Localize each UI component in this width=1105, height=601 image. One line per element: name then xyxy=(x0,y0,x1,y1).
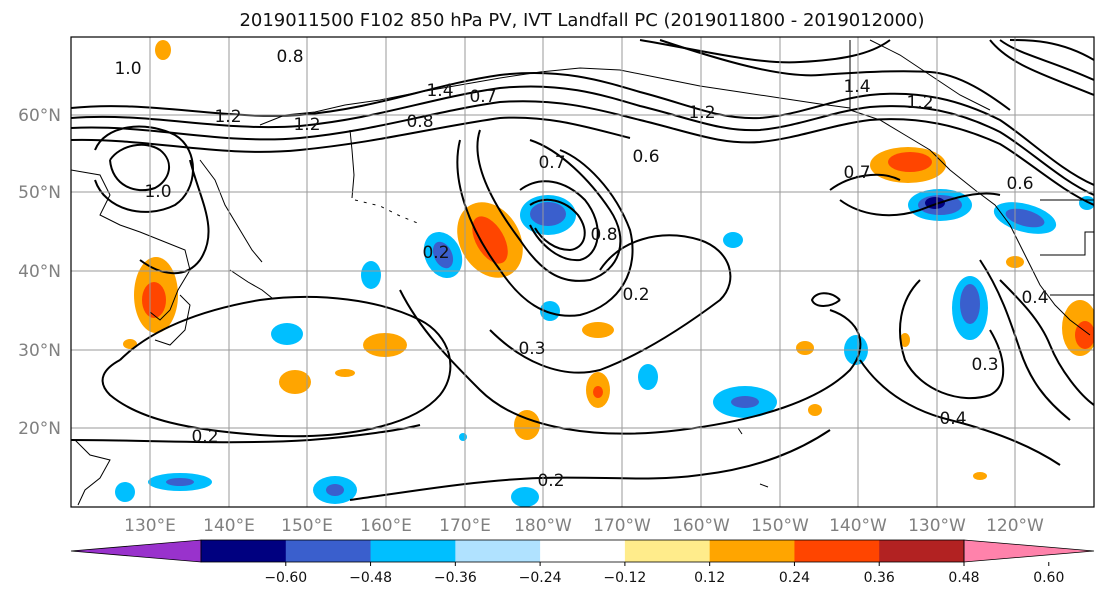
contour-label: 1.2 xyxy=(214,107,241,127)
lon-label: 130°W xyxy=(908,516,966,536)
figure-title: 2019011500 F102 850 hPa PV, IVT Landfall… xyxy=(239,10,924,31)
contour-label: 0.3 xyxy=(518,339,545,359)
lon-label: 170°W xyxy=(593,516,651,536)
lon-label: 170°E xyxy=(439,516,491,536)
colorbar-tick-label: −0.12 xyxy=(603,570,646,586)
colorbar-extension-low xyxy=(70,539,202,563)
lon-label: 180°W xyxy=(514,516,572,536)
map-border xyxy=(70,36,1095,508)
lon-label: 160°W xyxy=(672,516,730,536)
colorbar-segment xyxy=(624,540,711,562)
colorbar-tick-label: −0.60 xyxy=(264,570,307,586)
lat-label: 30°N xyxy=(18,341,61,361)
contour-label: 1.4 xyxy=(426,81,453,101)
contour-label: 0.2 xyxy=(191,427,218,447)
lon-label: 130°E xyxy=(124,516,176,536)
colorbar-segment xyxy=(370,540,456,562)
lat-label: 60°N xyxy=(18,106,61,126)
colorbar-tick-label: −0.36 xyxy=(434,570,477,586)
contour-label: 0.6 xyxy=(632,147,659,167)
lon-label: 150°E xyxy=(281,516,333,536)
latitude-labels: 60°N 50°N 40°N 30°N 20°N xyxy=(18,106,61,439)
contour-label: 0.2 xyxy=(422,243,449,263)
contour-label: 0.8 xyxy=(590,225,617,245)
colorbar-segment xyxy=(540,540,626,562)
colorbar-segment xyxy=(794,540,880,562)
contour-label: 1.2 xyxy=(906,93,933,113)
lon-label: 150°W xyxy=(751,516,809,536)
colorbar-tick-label: 0.36 xyxy=(864,570,895,586)
colorbar-tick-label: −0.24 xyxy=(519,570,562,586)
colorbar-tick-label: 0.60 xyxy=(1033,570,1064,586)
pv-shading xyxy=(115,40,1094,507)
colorbar-tick-label: 0.48 xyxy=(948,570,979,586)
colorbar-tick-label: −0.48 xyxy=(349,570,392,586)
lat-label: 20°N xyxy=(18,419,61,439)
colorbar-segment xyxy=(879,540,965,562)
contour-label: 0.4 xyxy=(1021,288,1048,308)
longitude-labels: 130°E 140°E 150°E 160°E 170°E 180°W 170°… xyxy=(124,516,1044,536)
contour-labels: 1.0 0.8 1.2 1.2 1.0 1.4 0.8 0.7 0.7 0.6 … xyxy=(114,47,1048,491)
colorbar-tick-label: 0.24 xyxy=(779,570,810,586)
contour-label: 1.4 xyxy=(843,77,870,97)
contour-label: 0.2 xyxy=(537,471,564,491)
contour-label: 1.0 xyxy=(114,59,141,79)
lon-label: 120°W xyxy=(986,516,1044,536)
lat-label: 40°N xyxy=(18,262,61,282)
lon-label: 160°E xyxy=(360,516,412,536)
colorbar-extension-high xyxy=(963,539,1095,563)
contour-label: 0.7 xyxy=(843,163,870,183)
contour-label: 0.3 xyxy=(971,355,998,375)
contour-label: 0.7 xyxy=(538,153,565,173)
contour-label: 0.6 xyxy=(1006,174,1033,194)
colorbar-segment xyxy=(201,540,287,562)
contour-label: 0.2 xyxy=(622,285,649,305)
contour-label: 1.2 xyxy=(688,103,715,123)
lat-label: 50°N xyxy=(18,183,61,203)
lon-label: 140°E xyxy=(203,516,255,536)
contour-label: 0.7 xyxy=(469,87,496,107)
contour-label: 0.8 xyxy=(276,47,303,67)
colorbar-segment xyxy=(455,540,541,562)
contour-label: 0.8 xyxy=(406,112,433,132)
colorbar-segment xyxy=(709,540,795,562)
contour-label: 1.2 xyxy=(293,115,320,135)
graticule xyxy=(71,37,1094,507)
contour-label: 0.4 xyxy=(939,409,966,429)
colorbar-tick-label: 0.12 xyxy=(694,570,725,586)
lon-label: 140°W xyxy=(829,516,887,536)
colorbar-segment xyxy=(285,540,372,562)
colorbar: −0.60 −0.48 −0.36 −0.24 −0.12 0.12 0.24 0.36 0.4… xyxy=(70,539,1095,586)
colorbar-frame xyxy=(200,539,965,563)
contour-label: 1.0 xyxy=(144,182,171,202)
